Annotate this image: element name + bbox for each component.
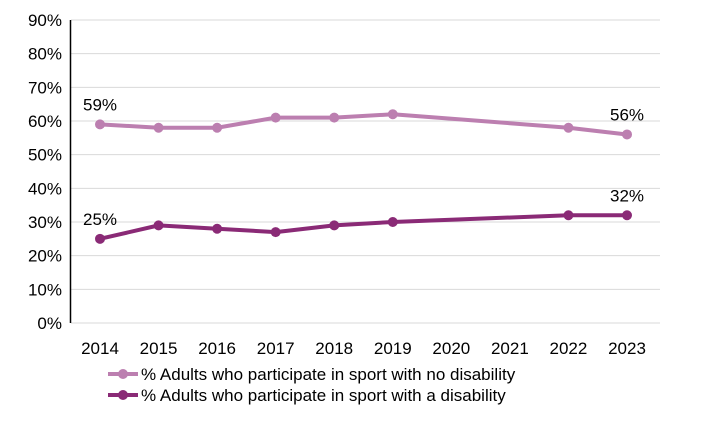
x-tick-label: 2014: [81, 339, 119, 358]
data-point: [95, 119, 105, 130]
series-line: [99, 112, 628, 137]
series-line: [99, 213, 627, 241]
y-tick-label: 20%: [28, 247, 62, 266]
y-axis-ticks: 0% 10% 20% 30% 40% 50% 60% 70% 80% 90%: [28, 11, 62, 333]
x-tick-label: 2022: [550, 339, 588, 358]
legend: % Adults who participate in sport with n…: [108, 365, 516, 405]
y-tick-label: 40%: [28, 179, 62, 198]
data-point: [563, 122, 574, 133]
legend-item: % Adults who participate in sport with n…: [108, 365, 516, 384]
data-label: 59%: [83, 95, 117, 114]
legend-item: % Adults who participate in sport with a…: [108, 386, 506, 405]
series-1: 25% 32%: [83, 186, 644, 244]
x-tick-label: 2019: [374, 339, 412, 358]
data-point: [153, 220, 164, 231]
x-tick-label: 2016: [198, 339, 236, 358]
x-tick-label: 2017: [257, 339, 295, 358]
data-label: 25%: [83, 210, 117, 229]
x-tick-label: 2018: [315, 339, 353, 358]
legend-label: % Adults who participate in sport with n…: [141, 365, 516, 384]
series-group: 59% 56% 25% 32%: [83, 95, 644, 244]
data-label: 32%: [610, 186, 644, 205]
x-tick-label: 2020: [432, 339, 470, 358]
y-tick-label: 90%: [28, 11, 62, 30]
y-tick-label: 50%: [28, 146, 62, 165]
legend-marker: [118, 369, 128, 379]
data-point: [622, 210, 632, 221]
data-point: [387, 217, 398, 227]
y-tick-label: 60%: [28, 112, 62, 131]
legend-marker: [118, 390, 128, 400]
data-point: [622, 129, 632, 140]
data-point: [95, 233, 105, 244]
y-tick-label: 0%: [37, 314, 62, 333]
y-tick-label: 30%: [28, 213, 62, 232]
x-axis-ticks: 2014 2015 2016 2017 2018 2019 2020 2021 2022 2023: [81, 339, 646, 358]
series-0: 59% 56%: [83, 95, 644, 140]
x-tick-label: 2023: [608, 339, 646, 358]
gridlines: [71, 19, 660, 324]
data-point: [270, 227, 281, 238]
data-point: [563, 210, 574, 221]
x-tick-label: 2021: [491, 339, 529, 358]
y-tick-label: 80%: [28, 45, 62, 64]
x-tick-label: 2015: [140, 339, 178, 358]
data-point: [329, 112, 340, 123]
data-point: [329, 220, 340, 231]
y-tick-label: 10%: [28, 280, 62, 299]
data-point: [153, 122, 164, 133]
legend-label: % Adults who participate in sport with a…: [141, 386, 506, 405]
y-tick-label: 70%: [28, 78, 62, 97]
data-point: [270, 112, 281, 123]
data-label: 56%: [610, 105, 644, 124]
data-point: [387, 109, 398, 120]
data-point: [212, 223, 223, 234]
data-point: [212, 122, 223, 133]
